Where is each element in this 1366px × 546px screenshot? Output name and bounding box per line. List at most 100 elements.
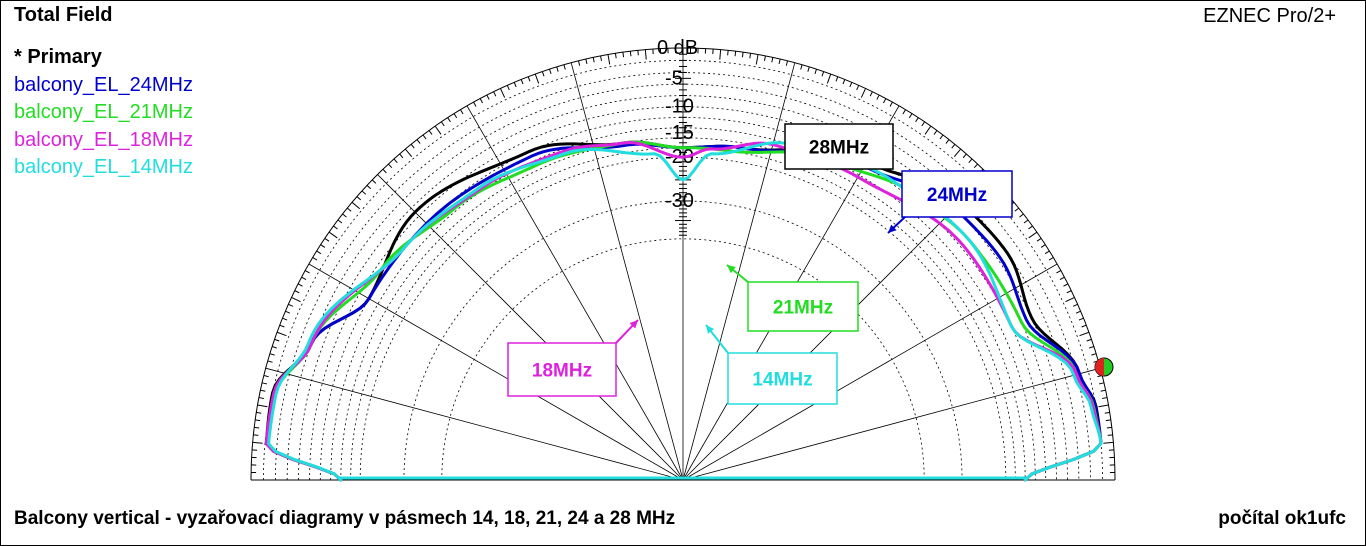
arc-tick <box>1107 434 1113 436</box>
arc-tick <box>556 66 559 72</box>
arc-tick <box>513 82 517 88</box>
legend-item-21mhz: balcony_EL_21MHz <box>14 101 193 123</box>
arc-tick <box>288 303 294 307</box>
arc-tick <box>399 153 404 159</box>
arc-tick <box>356 196 362 201</box>
arc-tick <box>486 94 490 100</box>
arc-tick <box>1063 283 1069 287</box>
arc-tick <box>835 76 839 82</box>
arc-tick <box>578 60 581 66</box>
arc-tick <box>1105 419 1111 422</box>
arc-tick <box>410 143 415 149</box>
arc-tick <box>741 52 744 58</box>
arc-tick <box>600 55 603 61</box>
arc-tick <box>1102 397 1108 400</box>
arc-tick <box>320 244 326 248</box>
arc-tick <box>607 54 611 65</box>
arc-tick <box>541 71 545 77</box>
callout-label: 14MHz <box>752 370 812 391</box>
callout-14mhz: 14MHz <box>705 324 838 405</box>
grid-ring <box>403 200 963 481</box>
callout-24mhz: 24MHz <box>887 170 1013 234</box>
arc-tick <box>908 113 913 119</box>
arc-tick <box>258 397 264 400</box>
arc-tick <box>351 201 361 210</box>
arc-tick <box>883 98 887 104</box>
callout-21mhz: 21MHz <box>726 264 859 332</box>
arc-tick <box>285 310 291 314</box>
arc-tick <box>520 79 524 85</box>
arc-tick <box>785 60 788 66</box>
footer-description: Balcony vertical - vyzařovací diagramy v… <box>14 508 676 529</box>
arc-tick <box>953 148 962 158</box>
arc-tick <box>933 130 938 135</box>
arc-tick <box>479 98 483 104</box>
arc-tick <box>951 143 956 149</box>
callout-label: 24MHz <box>927 185 987 206</box>
elevation-cursor-marker-half <box>1095 358 1104 376</box>
callout-box <box>747 281 859 332</box>
arc-tick <box>924 125 932 135</box>
arc-tick <box>271 346 278 349</box>
arc-tick <box>755 54 759 65</box>
arc-tick <box>1065 296 1075 303</box>
arc-tick <box>282 317 288 321</box>
arc-tick <box>301 276 307 280</box>
arc-tick <box>366 185 372 190</box>
arc-tick <box>257 404 268 408</box>
arc-tick <box>807 66 810 72</box>
arc-tick <box>342 213 347 218</box>
legend-item-24mhz: balcony_EL_24MHz <box>14 73 193 96</box>
arc-tick <box>1019 213 1024 218</box>
arc-tick <box>1075 310 1081 314</box>
arc-tick <box>291 296 301 303</box>
arc-tick <box>1088 346 1095 349</box>
arc-tick <box>1078 317 1084 321</box>
grid-radial <box>265 367 684 481</box>
gain-label: -15 <box>665 122 694 144</box>
arc-tick <box>269 353 275 356</box>
callout-box <box>727 352 838 405</box>
arc-tick <box>1048 257 1054 261</box>
arc-tick <box>734 51 737 57</box>
gain-label: -5 <box>665 67 683 89</box>
callout-label: 18MHz <box>532 361 592 382</box>
arc-tick <box>814 68 817 75</box>
gain-label: 0 dB <box>657 37 698 59</box>
arc-tick <box>453 113 458 119</box>
arc-tick <box>328 231 338 239</box>
arc-tick <box>939 134 944 140</box>
arc-tick <box>333 225 338 230</box>
arc-tick <box>968 158 973 164</box>
legend-primary: * Primary <box>14 46 102 68</box>
arc-tick <box>629 51 632 57</box>
arc-tick <box>826 73 832 84</box>
callout-arrowhead <box>629 320 638 329</box>
program-name: EZNEC Pro/2+ <box>1203 5 1336 27</box>
arc-tick <box>869 91 873 97</box>
arc-tick <box>252 441 263 444</box>
arc-tick <box>254 426 260 429</box>
arc-tick <box>1100 389 1106 392</box>
arc-tick <box>1023 219 1029 224</box>
arc-tick <box>434 125 442 135</box>
arc-tick <box>324 238 330 242</box>
arc-tick <box>1028 225 1033 230</box>
pattern-curve-14mhz <box>267 141 1103 482</box>
callout-arrowhead <box>706 325 715 334</box>
grid-radial <box>682 263 1058 481</box>
arc-tick <box>1040 244 1046 248</box>
arc-tick <box>1066 290 1072 294</box>
arc-tick <box>902 109 906 115</box>
arc-tick <box>361 190 367 195</box>
arc-tick <box>1104 411 1110 414</box>
callout-18mhz: 18MHz <box>507 319 639 397</box>
arc-tick <box>860 88 867 98</box>
arc-tick <box>261 382 268 385</box>
arc-tick <box>346 207 352 212</box>
arc-tick <box>441 121 445 127</box>
arc-tick <box>1014 207 1020 212</box>
arc-tick <box>1081 324 1087 328</box>
arc-tick <box>422 134 427 140</box>
legend: * Primary balcony_EL_24MHz balcony_EL_21… <box>14 44 193 182</box>
